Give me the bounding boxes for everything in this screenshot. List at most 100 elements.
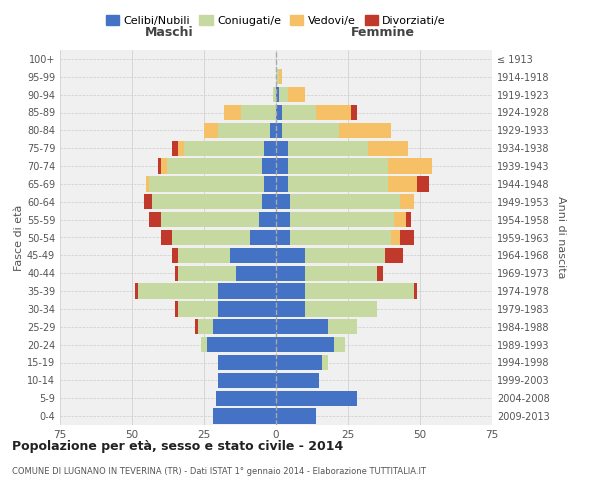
Bar bbox=[196, 319, 198, 334]
Bar bbox=[172, 248, 178, 263]
Bar bbox=[334, 337, 345, 352]
Bar bbox=[146, 176, 149, 192]
Bar bbox=[262, 158, 276, 174]
Bar bbox=[175, 266, 178, 281]
Bar bbox=[218, 373, 276, 388]
Bar bbox=[241, 105, 276, 120]
Bar bbox=[276, 319, 328, 334]
Bar bbox=[388, 176, 417, 192]
Bar bbox=[212, 319, 276, 334]
Bar bbox=[417, 176, 428, 192]
Bar bbox=[340, 123, 391, 138]
Bar bbox=[276, 390, 356, 406]
Bar bbox=[236, 266, 276, 281]
Bar bbox=[207, 337, 276, 352]
Bar bbox=[328, 319, 356, 334]
Bar bbox=[161, 230, 172, 245]
Bar bbox=[305, 302, 377, 316]
Bar bbox=[172, 230, 250, 245]
Bar bbox=[388, 158, 431, 174]
Bar bbox=[276, 158, 287, 174]
Bar bbox=[322, 355, 328, 370]
Bar bbox=[152, 194, 262, 210]
Bar bbox=[279, 69, 282, 84]
Bar bbox=[414, 284, 417, 298]
Bar bbox=[230, 248, 276, 263]
Y-axis label: Anni di nascita: Anni di nascita bbox=[556, 196, 566, 279]
Bar bbox=[250, 230, 276, 245]
Bar bbox=[259, 212, 276, 227]
Bar bbox=[273, 87, 276, 102]
Bar bbox=[276, 140, 287, 156]
Bar bbox=[178, 302, 218, 316]
Bar bbox=[290, 194, 400, 210]
Bar bbox=[394, 212, 406, 227]
Bar bbox=[161, 158, 167, 174]
Bar bbox=[400, 230, 414, 245]
Bar bbox=[143, 194, 152, 210]
Bar bbox=[276, 373, 319, 388]
Bar bbox=[218, 123, 270, 138]
Bar bbox=[276, 337, 334, 352]
Bar bbox=[316, 105, 351, 120]
Text: Maschi: Maschi bbox=[145, 26, 194, 40]
Bar bbox=[158, 158, 161, 174]
Bar bbox=[149, 176, 265, 192]
Bar bbox=[149, 212, 161, 227]
Bar bbox=[276, 105, 282, 120]
Bar bbox=[265, 176, 276, 192]
Bar bbox=[305, 248, 385, 263]
Bar bbox=[212, 408, 276, 424]
Bar bbox=[276, 230, 290, 245]
Legend: Celibi/Nubili, Coniugati/e, Vedovi/e, Divorziati/e: Celibi/Nubili, Coniugati/e, Vedovi/e, Di… bbox=[101, 10, 451, 30]
Bar bbox=[305, 284, 414, 298]
Text: Popolazione per età, sesso e stato civile - 2014: Popolazione per età, sesso e stato civil… bbox=[12, 440, 343, 453]
Bar bbox=[184, 140, 265, 156]
Bar bbox=[276, 194, 290, 210]
Bar bbox=[138, 284, 218, 298]
Bar bbox=[276, 176, 287, 192]
Bar bbox=[279, 87, 287, 102]
Bar bbox=[276, 302, 305, 316]
Bar bbox=[276, 248, 305, 263]
Bar bbox=[204, 123, 218, 138]
Bar bbox=[161, 212, 259, 227]
Bar bbox=[351, 105, 356, 120]
Bar bbox=[262, 194, 276, 210]
Bar bbox=[282, 123, 340, 138]
Bar bbox=[406, 212, 412, 227]
Bar bbox=[276, 355, 322, 370]
Bar bbox=[265, 140, 276, 156]
Bar bbox=[178, 248, 230, 263]
Bar bbox=[282, 105, 316, 120]
Bar bbox=[167, 158, 262, 174]
Text: COMUNE DI LUGNANO IN TEVERINA (TR) - Dati ISTAT 1° gennaio 2014 - Elaborazione T: COMUNE DI LUGNANO IN TEVERINA (TR) - Dat… bbox=[12, 468, 426, 476]
Bar bbox=[287, 140, 368, 156]
Bar bbox=[135, 284, 138, 298]
Bar bbox=[385, 248, 403, 263]
Bar bbox=[270, 123, 276, 138]
Bar bbox=[224, 105, 241, 120]
Bar bbox=[276, 408, 316, 424]
Bar bbox=[290, 212, 394, 227]
Bar bbox=[400, 194, 414, 210]
Bar bbox=[391, 230, 400, 245]
Bar bbox=[178, 140, 184, 156]
Bar bbox=[276, 266, 305, 281]
Bar bbox=[305, 266, 377, 281]
Bar bbox=[276, 123, 282, 138]
Bar bbox=[201, 337, 207, 352]
Bar bbox=[198, 319, 212, 334]
Bar bbox=[276, 212, 290, 227]
Bar bbox=[368, 140, 409, 156]
Bar bbox=[218, 302, 276, 316]
Bar bbox=[287, 87, 305, 102]
Bar bbox=[276, 284, 305, 298]
Bar bbox=[218, 355, 276, 370]
Bar bbox=[287, 176, 388, 192]
Bar bbox=[377, 266, 383, 281]
Y-axis label: Fasce di età: Fasce di età bbox=[14, 204, 24, 270]
Bar bbox=[276, 87, 279, 102]
Bar bbox=[178, 266, 236, 281]
Bar bbox=[215, 390, 276, 406]
